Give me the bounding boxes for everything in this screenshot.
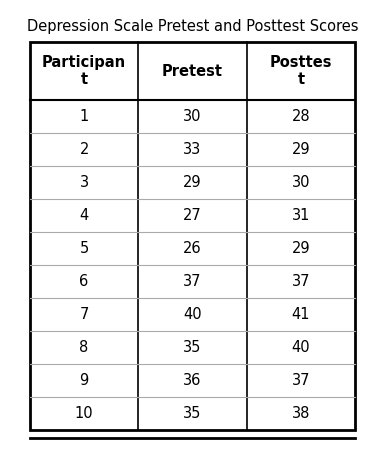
Text: 35: 35 xyxy=(183,340,202,355)
Text: 3: 3 xyxy=(80,175,89,190)
Text: 10: 10 xyxy=(75,406,93,421)
Text: 40: 40 xyxy=(183,307,202,322)
Text: 28: 28 xyxy=(292,109,310,124)
Text: 37: 37 xyxy=(292,274,310,289)
Text: 4: 4 xyxy=(80,208,89,223)
Text: 41: 41 xyxy=(292,307,310,322)
Text: 9: 9 xyxy=(80,373,89,388)
Text: 2: 2 xyxy=(80,142,89,157)
Text: 8: 8 xyxy=(80,340,89,355)
Text: 33: 33 xyxy=(183,142,202,157)
Text: 5: 5 xyxy=(80,241,89,256)
Text: Posttes
t: Posttes t xyxy=(270,55,332,87)
Text: 29: 29 xyxy=(292,142,310,157)
Text: 35: 35 xyxy=(183,406,202,421)
Text: 7: 7 xyxy=(80,307,89,322)
Text: 30: 30 xyxy=(183,109,202,124)
Text: 1: 1 xyxy=(80,109,89,124)
Text: 37: 37 xyxy=(183,274,202,289)
Text: Pretest: Pretest xyxy=(162,64,223,79)
Text: 38: 38 xyxy=(292,406,310,421)
Text: Depression Scale Pretest and Posttest Scores: Depression Scale Pretest and Posttest Sc… xyxy=(27,19,358,34)
Text: 40: 40 xyxy=(292,340,310,355)
Text: 6: 6 xyxy=(80,274,89,289)
Text: 27: 27 xyxy=(183,208,202,223)
Bar xyxy=(30,42,355,430)
Text: Participan
t: Participan t xyxy=(42,55,126,87)
Text: 36: 36 xyxy=(183,373,202,388)
Text: 37: 37 xyxy=(292,373,310,388)
Text: 30: 30 xyxy=(292,175,310,190)
Text: 26: 26 xyxy=(183,241,202,256)
Text: 31: 31 xyxy=(292,208,310,223)
Text: 29: 29 xyxy=(183,175,202,190)
Text: 29: 29 xyxy=(292,241,310,256)
